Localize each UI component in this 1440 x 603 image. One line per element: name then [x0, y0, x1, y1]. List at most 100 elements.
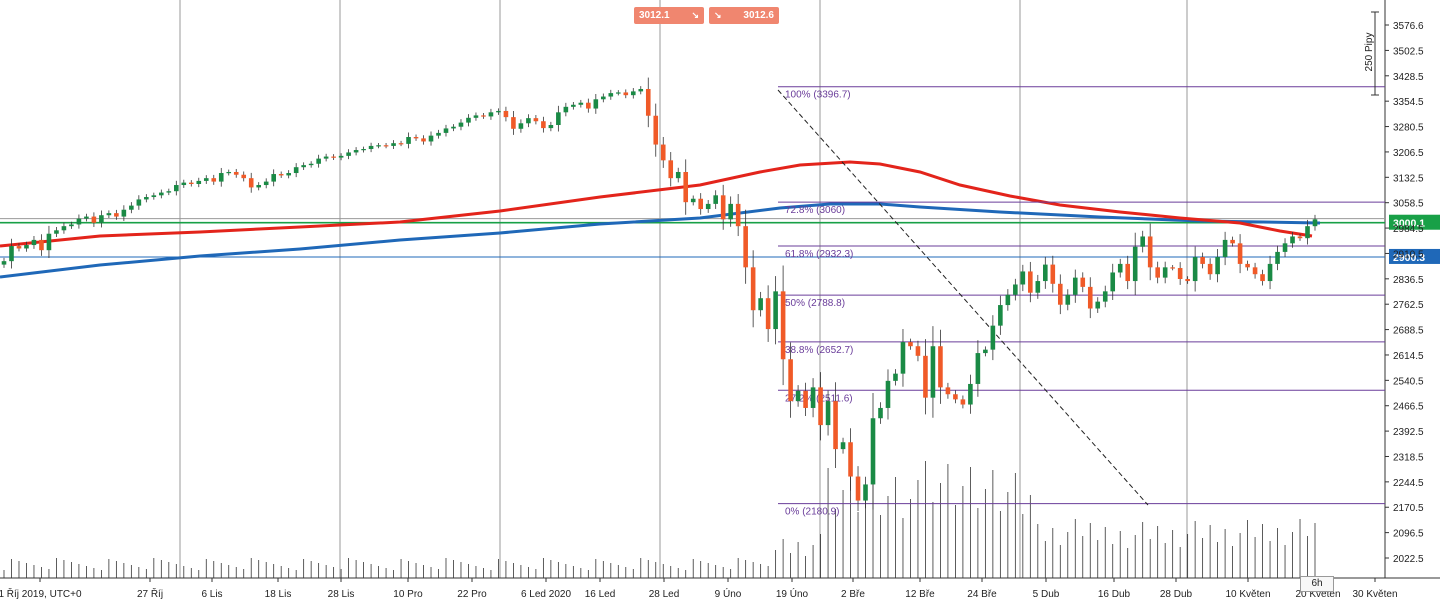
- timeframe-badge[interactable]: 6h: [1300, 576, 1334, 592]
- y-tick-label: 2466.5: [1393, 402, 1424, 413]
- price-label-box: [1389, 214, 1440, 230]
- candle-body: [953, 394, 958, 400]
- x-tick-label: 1 Říj 2019, UTC+0: [0, 587, 82, 600]
- y-tick-label: 2244.5: [1393, 478, 1424, 489]
- candle-body: [271, 174, 276, 182]
- candle-body: [91, 216, 97, 223]
- candle-body: [129, 205, 134, 210]
- candle-body: [406, 137, 411, 144]
- candle-body: [1170, 267, 1175, 269]
- candle-body: [1290, 236, 1295, 244]
- candle-body: [1260, 274, 1265, 282]
- y-tick-label: 3058.5: [1393, 199, 1424, 210]
- candle-body: [1230, 239, 1235, 244]
- candle-body: [1035, 281, 1041, 293]
- candle-body: [1275, 251, 1280, 264]
- x-tick-label: 16 Led: [585, 589, 616, 600]
- candle-body: [998, 305, 1003, 326]
- candle-body: [638, 88, 644, 92]
- candle-body: [780, 291, 786, 360]
- candle-body: [1155, 267, 1160, 278]
- x-tick-label: 28 Led: [649, 589, 680, 600]
- candle-body: [1013, 284, 1018, 295]
- x-tick-label: 5 Dub: [1033, 589, 1060, 600]
- candle-body: [308, 163, 314, 166]
- fib-label: 100% (3396.7): [785, 90, 851, 101]
- candle-body: [1140, 236, 1145, 247]
- y-tick-label: 2762.5: [1393, 300, 1424, 311]
- buy-box[interactable]: ↘ 3012.6: [709, 7, 779, 24]
- candle-body: [758, 298, 763, 311]
- candle-body: [833, 401, 838, 450]
- candle-body: [1125, 263, 1131, 282]
- candle-body: [705, 203, 711, 210]
- y-tick-label: 2540.5: [1393, 376, 1424, 387]
- candle-body: [218, 173, 224, 182]
- candle-body: [1, 261, 7, 265]
- candle-body: [353, 150, 359, 153]
- candle-body: [1215, 257, 1220, 275]
- candle-body: [16, 246, 22, 249]
- candle-body: [114, 213, 119, 217]
- candle-body: [39, 239, 44, 251]
- y-tick-label: 2688.5: [1393, 326, 1424, 337]
- candle-body: [1177, 268, 1183, 279]
- y-tick-label: 3502.5: [1393, 46, 1424, 57]
- candle-body: [99, 215, 104, 223]
- candle-body: [983, 349, 988, 354]
- pips-label: 250 Pipy: [1364, 33, 1375, 72]
- sell-price: 3012.1: [639, 10, 670, 21]
- candle-body: [645, 88, 651, 116]
- candle-body: [1237, 243, 1243, 264]
- candle-body: [496, 110, 501, 113]
- candle-body: [1245, 263, 1250, 268]
- candle-body: [151, 195, 157, 198]
- volume-bars: [3, 461, 1316, 578]
- candle-body: [263, 181, 269, 186]
- y-tick-label: 3354.5: [1393, 97, 1424, 108]
- candle-body: [668, 160, 674, 179]
- candle-body: [601, 96, 606, 100]
- candle-body: [1065, 294, 1071, 305]
- candle-body: [106, 213, 112, 216]
- candle-body: [728, 203, 733, 220]
- time-axis: 1 Říj 2019, UTC+0 27 Říj 6 Lis 18 Lis 28 Lis…: [0, 578, 1398, 600]
- trend-line[interactable]: [777, 89, 1149, 506]
- candle-body: [346, 152, 351, 156]
- price-label-text: 3000.1: [1393, 218, 1425, 230]
- candle-body: [563, 106, 569, 113]
- candle-body: [840, 442, 846, 450]
- candle-body: [938, 346, 943, 388]
- candle-body: [675, 171, 681, 179]
- candle-body: [1312, 219, 1318, 227]
- candle-body: [533, 118, 539, 122]
- candle-body: [376, 145, 381, 147]
- candle-body: [975, 353, 981, 384]
- candle-body: [773, 291, 778, 330]
- candle-body: [586, 102, 591, 109]
- candle-body: [556, 112, 561, 126]
- candle-body: [1222, 239, 1228, 258]
- candle-body: [541, 121, 546, 129]
- candle-body: [698, 198, 704, 210]
- y-tick-label: 2022.5: [1393, 554, 1424, 565]
- candle-body: [960, 399, 966, 405]
- sell-box[interactable]: 3012.1 ↘: [634, 7, 704, 24]
- x-tick-label: 16 Dub: [1098, 589, 1131, 600]
- ma-red-line: [0, 160, 1313, 248]
- candle-body: [1185, 278, 1190, 282]
- x-tick-label: 9 Úno: [715, 587, 742, 600]
- candle-body: [1297, 236, 1303, 239]
- candle-body: [571, 104, 576, 107]
- sell-arrow-icon: ↘: [691, 10, 699, 20]
- candle-body: [144, 197, 149, 200]
- candle-body: [159, 192, 164, 196]
- candle-body: [1005, 294, 1011, 306]
- candle-body: [683, 171, 689, 203]
- candle-body: [863, 484, 868, 501]
- fib-label: 38.8% (2652.7): [785, 345, 853, 356]
- x-tick-label: 27 Říj: [137, 587, 163, 600]
- x-tick-label: 18 Lis: [265, 589, 292, 600]
- candle-body: [1020, 271, 1026, 285]
